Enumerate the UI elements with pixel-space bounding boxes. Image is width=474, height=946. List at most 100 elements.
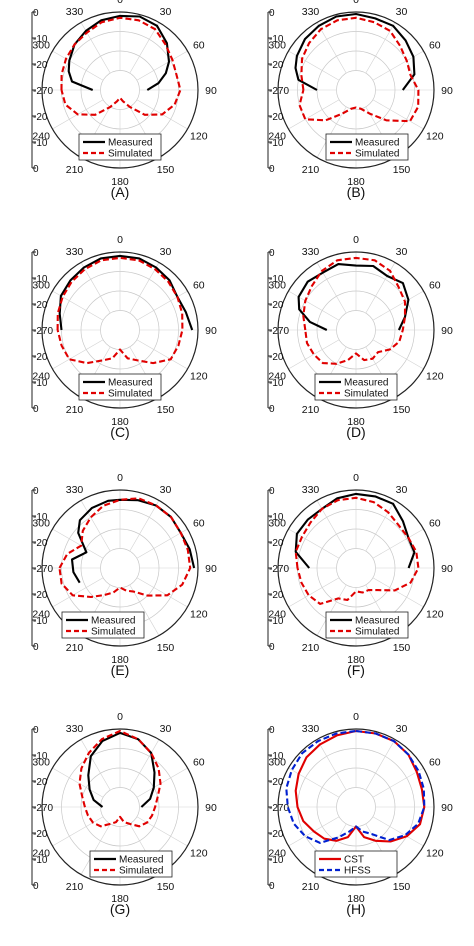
angle-tick-label: 60 bbox=[429, 518, 441, 530]
angle-tick-label: 210 bbox=[302, 881, 320, 893]
polar-panel-6: 0 -10 -20 -270 -20 -10 0 0 30 60 90 120 150 180 210 240… bbox=[268, 472, 453, 678]
angle-tick-label: 60 bbox=[193, 280, 205, 292]
angle-tick-label: 120 bbox=[190, 371, 208, 383]
angle-tick-label: 90 bbox=[441, 802, 453, 814]
legend-label: Simulated bbox=[355, 149, 399, 160]
legend-label: Simulated bbox=[355, 627, 399, 638]
legend-label: Simulated bbox=[119, 866, 163, 877]
radial-tick-label: 0 bbox=[33, 164, 39, 175]
radial-tick-label: -20 bbox=[269, 300, 284, 311]
grid-spoke bbox=[81, 500, 110, 551]
angle-tick-label: 0 bbox=[117, 472, 123, 484]
radial-tick-label: -20 bbox=[269, 590, 284, 601]
angle-tick-label: 30 bbox=[160, 246, 172, 258]
angle-tick-label: 210 bbox=[66, 642, 84, 654]
panel-label: (D) bbox=[346, 424, 365, 440]
angle-tick-label: 300 bbox=[268, 280, 286, 292]
grid-spoke bbox=[137, 340, 188, 369]
grid-circle bbox=[337, 788, 376, 827]
angle-tick-label: 240 bbox=[268, 371, 286, 383]
grid-spoke bbox=[52, 340, 103, 369]
legend-label: Measured bbox=[355, 616, 399, 627]
grid-spoke bbox=[288, 100, 339, 129]
radial-tick-label: -20 bbox=[33, 300, 48, 311]
series-line-measured bbox=[60, 256, 193, 330]
angle-tick-label: 90 bbox=[205, 325, 217, 337]
legend-label: Measured bbox=[91, 616, 135, 627]
series-line-cst bbox=[296, 731, 425, 842]
angle-tick-label: 330 bbox=[302, 723, 320, 735]
radial-tick-label: -20 bbox=[269, 829, 284, 840]
angle-tick-label: 150 bbox=[157, 164, 175, 176]
angle-tick-label: 120 bbox=[190, 848, 208, 860]
angle-tick-label: 150 bbox=[157, 881, 175, 893]
angle-tick-label: 240 bbox=[268, 848, 286, 860]
angle-tick-label: 330 bbox=[66, 246, 84, 258]
grid-spoke bbox=[288, 578, 339, 607]
radial-tick-label: -20 bbox=[33, 60, 48, 71]
legend-label: Measured bbox=[108, 378, 152, 389]
angle-tick-label: 150 bbox=[393, 164, 411, 176]
series-line-measured bbox=[299, 264, 409, 330]
angle-tick-label: 0 bbox=[353, 0, 359, 6]
angle-tick-label: 0 bbox=[353, 472, 359, 484]
radial-tick-label: 0 bbox=[33, 248, 39, 259]
angle-tick-label: 60 bbox=[429, 757, 441, 769]
angle-tick-label: 90 bbox=[205, 85, 217, 97]
grid-spoke bbox=[137, 51, 188, 80]
radial-tick-label: -20 bbox=[33, 352, 48, 363]
grid-circle bbox=[101, 71, 140, 110]
radial-tick-label: 0 bbox=[269, 404, 275, 415]
angle-tick-label: 120 bbox=[190, 131, 208, 143]
radial-tick-label: -20 bbox=[269, 777, 284, 788]
angle-tick-label: 210 bbox=[302, 642, 320, 654]
angle-tick-label: 330 bbox=[66, 484, 84, 496]
polar-panel-3: 0-10-20-270-20-1000306090120150180210240… bbox=[32, 234, 217, 440]
angle-tick-label: 330 bbox=[302, 246, 320, 258]
angle-tick-label: 30 bbox=[396, 484, 408, 496]
angle-tick-label: 90 bbox=[205, 563, 217, 575]
angle-tick-label: 150 bbox=[157, 404, 175, 416]
angle-tick-label: 150 bbox=[157, 642, 175, 654]
angle-tick-label: 30 bbox=[160, 484, 172, 496]
radial-tick-label: -270 bbox=[33, 326, 53, 337]
legend-label: Measured bbox=[108, 138, 152, 149]
radial-tick-label: 0 bbox=[269, 642, 275, 653]
angle-tick-label: 150 bbox=[393, 642, 411, 654]
radial-tick-label: 0 bbox=[269, 725, 275, 736]
angle-tick-label: 0 bbox=[353, 711, 359, 723]
angle-tick-label: 120 bbox=[190, 609, 208, 621]
grid-spoke bbox=[81, 262, 110, 313]
legend-label: Simulated bbox=[91, 627, 135, 638]
angle-tick-label: 150 bbox=[393, 404, 411, 416]
angle-tick-label: 120 bbox=[426, 848, 444, 860]
angle-tick-label: 30 bbox=[396, 246, 408, 258]
angle-tick-label: 300 bbox=[268, 757, 286, 769]
grid-spoke bbox=[373, 340, 424, 369]
radial-tick-label: 0 bbox=[269, 248, 275, 259]
angle-tick-label: 300 bbox=[32, 40, 50, 52]
panel-label: (G) bbox=[110, 901, 130, 917]
angle-tick-label: 210 bbox=[66, 404, 84, 416]
polar-panel-8: 0-10-20-270-20-1000306090120150180210240… bbox=[268, 711, 453, 917]
series-line-measured bbox=[72, 500, 194, 583]
radial-tick-label: 0 bbox=[33, 404, 39, 415]
angle-tick-label: 330 bbox=[66, 723, 84, 735]
radial-tick-label: 0 bbox=[269, 881, 275, 892]
grid-spoke bbox=[52, 578, 103, 607]
grid-spoke bbox=[288, 291, 339, 320]
angle-tick-label: 30 bbox=[396, 6, 408, 18]
angle-tick-label: 150 bbox=[393, 881, 411, 893]
angle-tick-label: 30 bbox=[160, 723, 172, 735]
angle-tick-label: 240 bbox=[32, 609, 50, 621]
angle-tick-label: 300 bbox=[32, 280, 50, 292]
legend-label: Simulated bbox=[108, 389, 152, 400]
grid-spoke bbox=[137, 817, 188, 846]
grid-circle bbox=[337, 549, 376, 588]
radial-tick-label: -270 bbox=[269, 803, 289, 814]
radial-tick-label: -20 bbox=[33, 538, 48, 549]
angle-tick-label: 300 bbox=[32, 757, 50, 769]
grid-spoke bbox=[288, 340, 339, 369]
grid-circle bbox=[337, 311, 376, 350]
angle-tick-label: 60 bbox=[193, 40, 205, 52]
